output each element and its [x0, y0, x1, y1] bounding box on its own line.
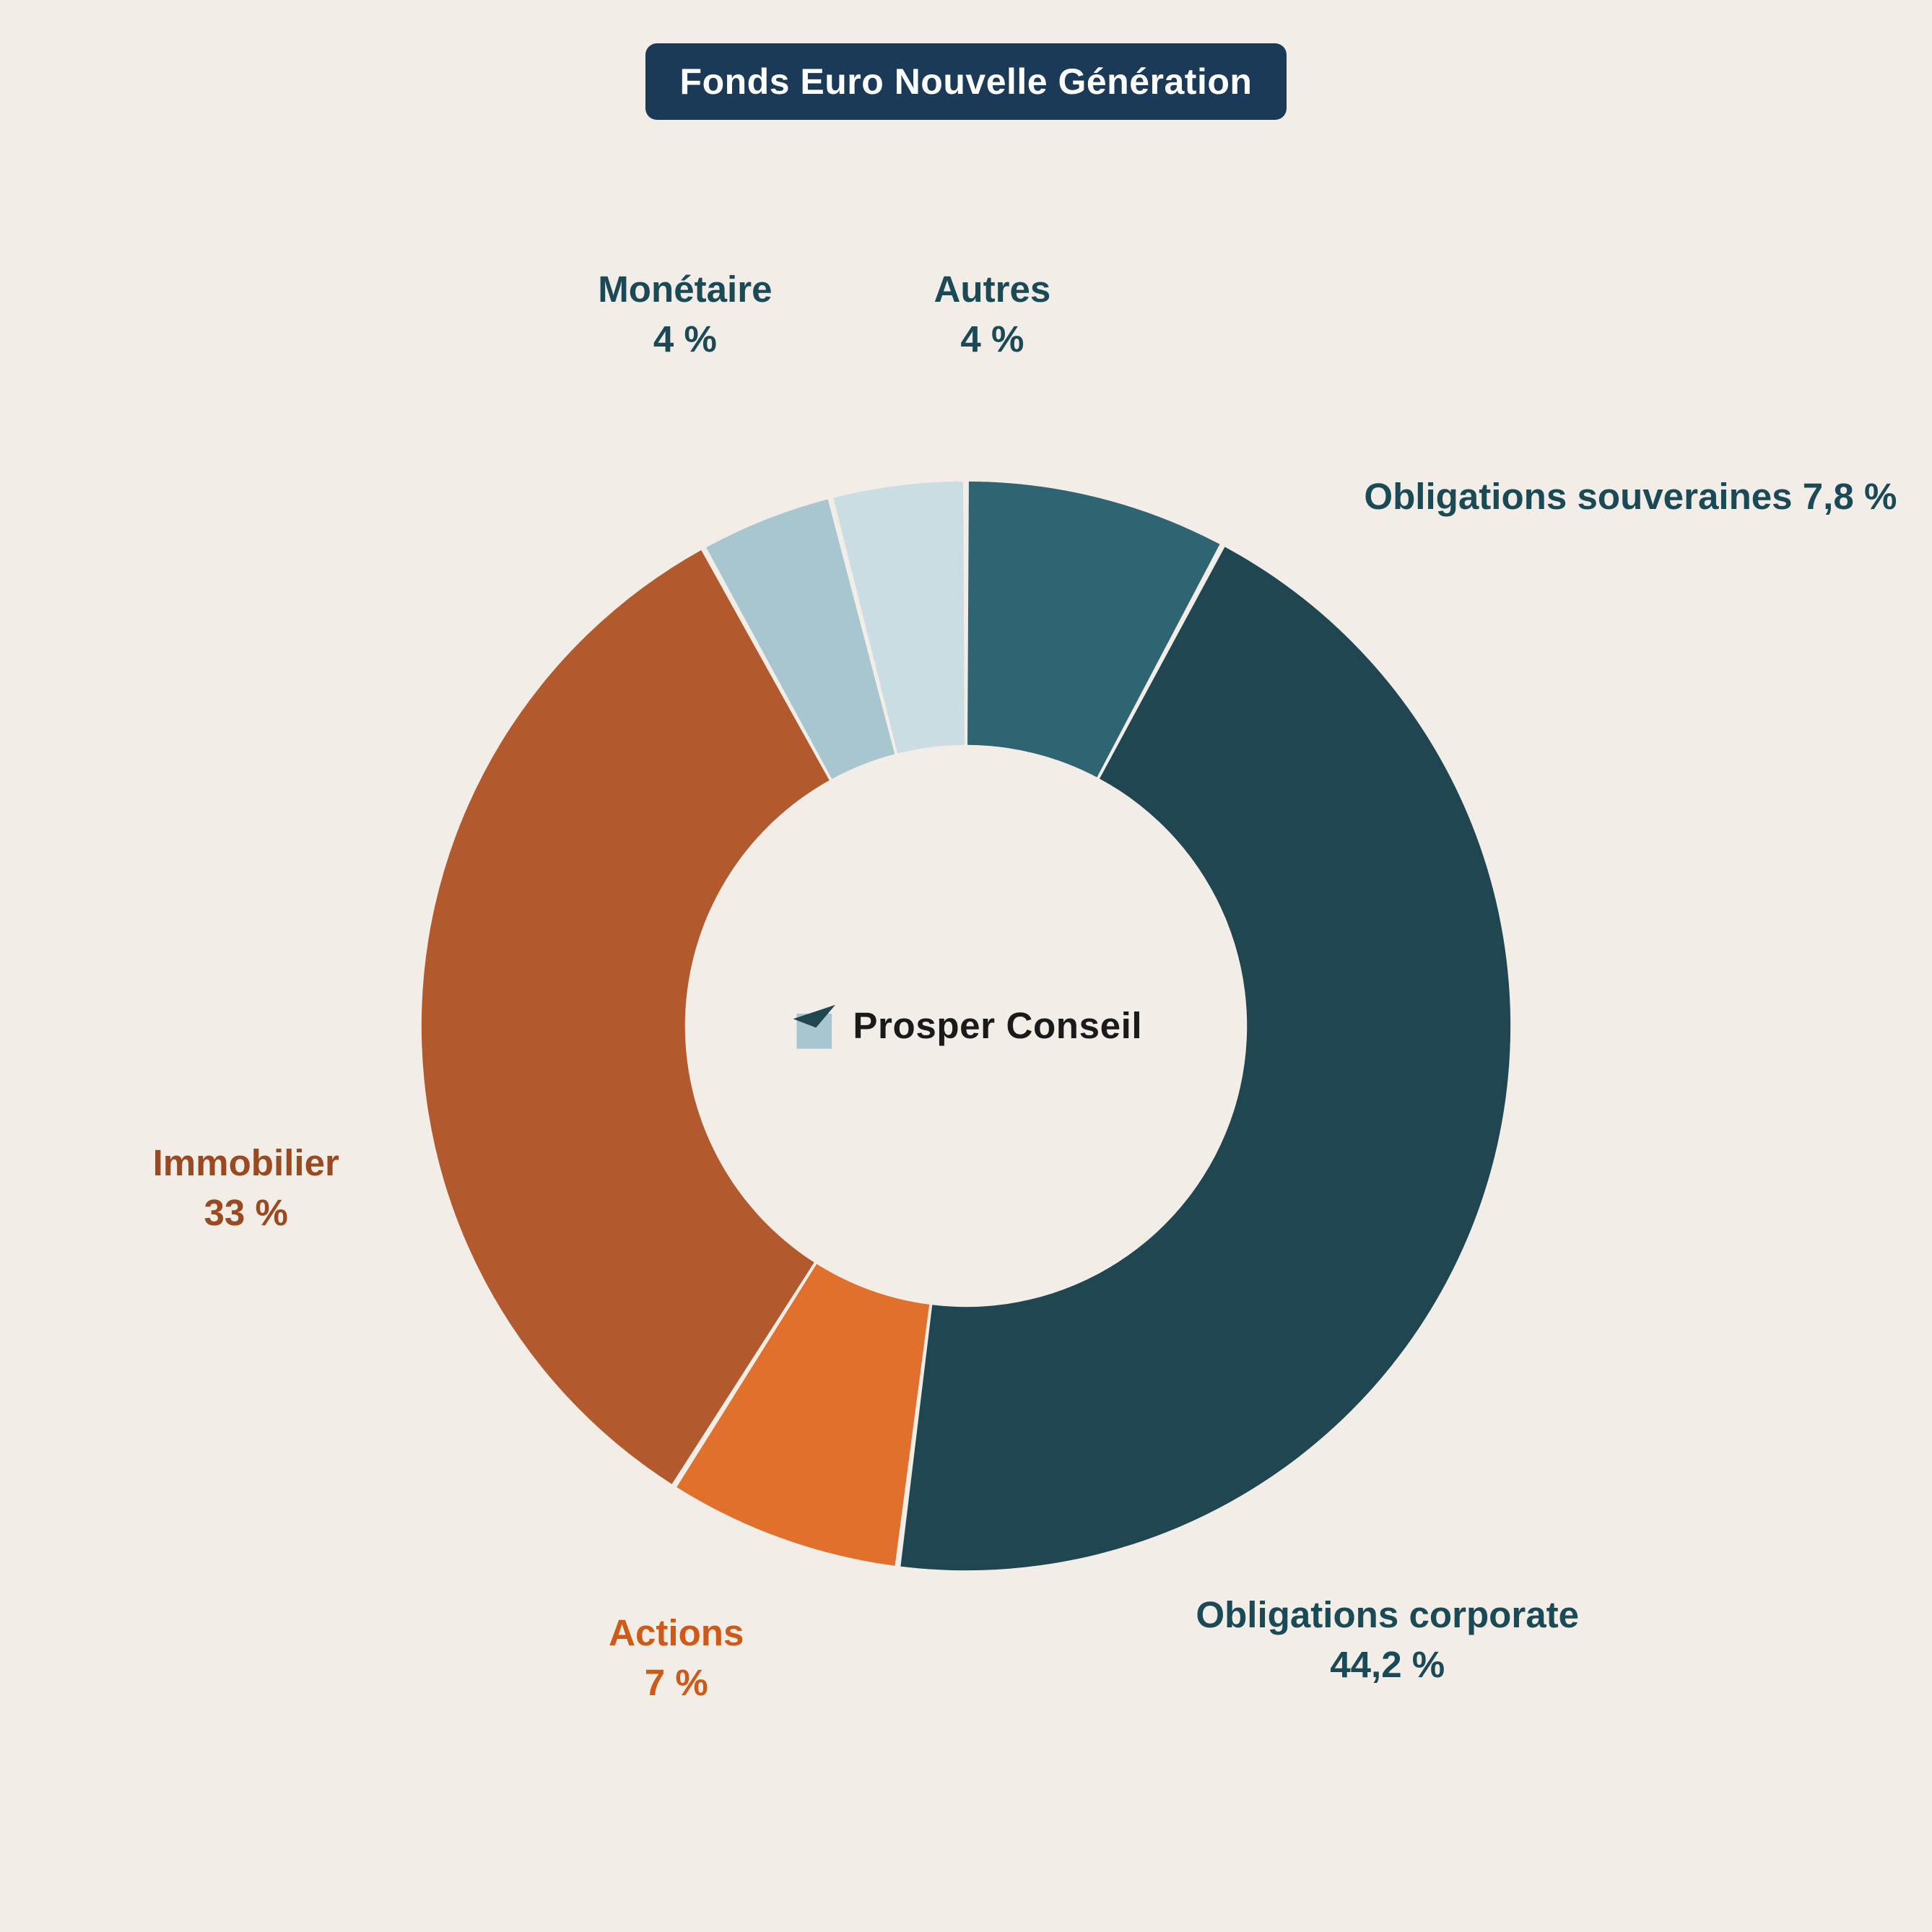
label-obl_souv: Obligations souveraines 7,8 %	[1364, 472, 1897, 522]
label-obl_corp: Obligations corporate44,2 %	[1196, 1591, 1579, 1690]
chart-area: Prosper Conseil Obligations souveraines …	[0, 120, 1932, 1932]
chart-title: Fonds Euro Nouvelle Génération	[645, 43, 1287, 120]
brand-logo-icon	[790, 1001, 839, 1050]
label-immobilier: Immobilier33 %	[153, 1139, 339, 1238]
label-monetaire: Monétaire4 %	[598, 265, 772, 365]
center-brand: Prosper Conseil	[790, 1001, 1143, 1050]
label-actions: Actions7 %	[609, 1609, 744, 1708]
label-autres: Autres4 %	[934, 265, 1050, 365]
brand-text: Prosper Conseil	[853, 1005, 1142, 1047]
